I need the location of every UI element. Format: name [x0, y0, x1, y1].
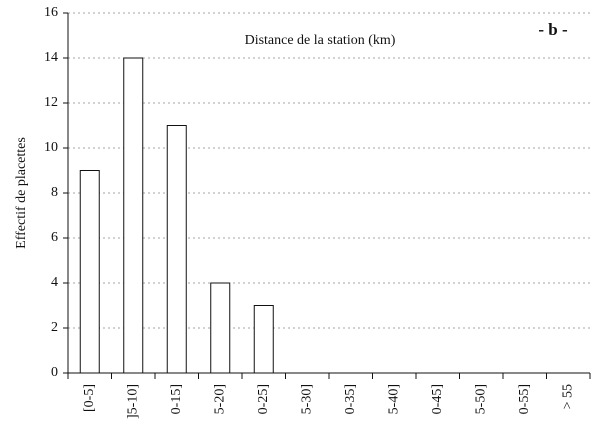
y-axis-label: Effectif de placettes: [14, 137, 29, 249]
y-tick-label: 12: [44, 95, 58, 110]
y-tick-label: 2: [51, 320, 58, 335]
x-tick-label: > 55: [560, 384, 575, 409]
y-tick-label: 4: [51, 275, 58, 290]
x-tick-label: 5-30]: [299, 384, 314, 414]
bar: [166, 125, 187, 374]
bar: [79, 170, 100, 374]
chart-title: Distance de la station (km): [245, 33, 396, 48]
x-tick-label: 5-20]: [212, 384, 227, 414]
x-tick-label: [0-5]: [82, 384, 97, 412]
y-tick-label: 8: [51, 185, 58, 200]
x-tick-label: 5-50]: [473, 384, 488, 414]
x-tick-label: 5-40]: [386, 384, 401, 414]
x-tick-label: 0-45]: [430, 384, 445, 414]
x-tick-label: 0-55]: [517, 384, 532, 414]
x-tick-label: ]5-10]: [125, 384, 140, 419]
y-tick-label: 0: [51, 365, 58, 380]
y-tick-label: 16: [44, 5, 58, 20]
bar: [210, 282, 231, 374]
y-tick-label: 14: [44, 50, 58, 65]
y-tick-label: 10: [44, 140, 58, 155]
x-tick-label: 0-15]: [169, 384, 184, 414]
x-tick-label: 0-25]: [256, 384, 271, 414]
bar: [123, 57, 144, 374]
annotation: - b -: [538, 20, 568, 39]
y-tick-label: 6: [51, 230, 58, 245]
x-tick-label: 0-35]: [343, 384, 358, 414]
bar: [253, 305, 274, 374]
